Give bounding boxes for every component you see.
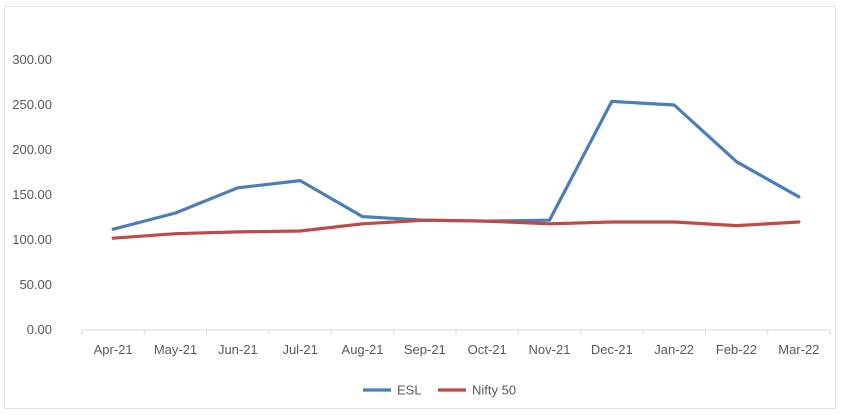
- data-point: [111, 227, 115, 231]
- x-tick-label: Dec-21: [591, 342, 633, 357]
- x-tick-label: Jul-21: [282, 342, 317, 357]
- data-point: [111, 236, 115, 240]
- series-lines: [111, 99, 801, 240]
- y-axis-labels: 0.00 50.00 100.00 150.00 200.00 250.00 300.00: [12, 52, 52, 337]
- x-tick-label: Oct-21: [468, 342, 507, 357]
- x-tick-label: Mar-22: [778, 342, 819, 357]
- series-line-nifty-50: [111, 218, 801, 240]
- x-axis-labels: Apr-21 May-21 Jun-21 Jul-21 Aug-21 Sep-21 Oct-…: [94, 342, 820, 357]
- legend-label: Nifty 50: [472, 383, 516, 398]
- data-point: [236, 186, 240, 190]
- data-point: [735, 224, 738, 228]
- legend-label: ESL: [397, 383, 422, 398]
- chart-frame: [4, 6, 836, 409]
- y-tick-label: 50.00: [19, 277, 52, 292]
- data-point: [797, 195, 801, 199]
- x-tick-label: Jun-21: [218, 342, 258, 357]
- x-tick-label: May-21: [154, 342, 197, 357]
- data-point: [236, 230, 240, 234]
- y-tick-label: 200.00: [12, 142, 52, 157]
- x-tick-label: Feb-22: [716, 342, 757, 357]
- y-tick-label: 250.00: [12, 97, 52, 112]
- x-tick-label: Aug-21: [342, 342, 384, 357]
- x-tick-label: Jan-22: [654, 342, 694, 357]
- y-tick-label: 0.00: [27, 322, 52, 337]
- data-point: [361, 222, 364, 226]
- series-line-esl: [111, 99, 801, 231]
- x-tick-label: Sep-21: [404, 342, 446, 357]
- data-point: [672, 103, 676, 107]
- data-point: [298, 229, 302, 233]
- data-point: [174, 211, 177, 215]
- data-point: [797, 220, 801, 224]
- data-point: [485, 219, 489, 223]
- x-tick-label: Apr-21: [94, 342, 133, 357]
- y-tick-label: 300.00: [12, 52, 52, 67]
- data-point: [610, 100, 614, 103]
- data-point: [672, 220, 676, 224]
- y-tick-label: 100.00: [12, 232, 52, 247]
- data-point: [174, 232, 177, 236]
- data-point: [610, 220, 614, 224]
- data-point: [423, 218, 427, 222]
- y-tick-label: 150.00: [12, 187, 52, 202]
- data-point: [361, 215, 364, 219]
- data-point: [735, 160, 738, 164]
- data-point: [298, 179, 302, 183]
- data-point: [548, 222, 551, 226]
- data-point: [548, 218, 551, 222]
- legend: ESL Nifty 50: [363, 383, 516, 398]
- x-tick-label: Nov-21: [529, 342, 571, 357]
- x-axis-ticks: [81, 330, 831, 335]
